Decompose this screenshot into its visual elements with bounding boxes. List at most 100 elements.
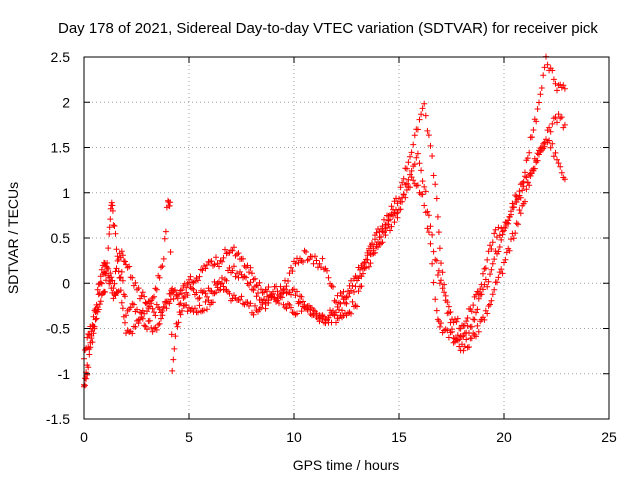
data-point xyxy=(432,296,439,303)
data-point xyxy=(534,150,541,157)
data-point xyxy=(363,259,369,266)
data-point xyxy=(445,309,452,316)
data-point xyxy=(196,302,203,309)
data-point xyxy=(196,273,203,280)
data-point xyxy=(112,230,119,237)
data-point xyxy=(549,120,556,127)
data-point xyxy=(513,199,520,205)
data-point xyxy=(119,305,126,312)
data-point xyxy=(526,182,533,189)
data-point xyxy=(480,286,486,293)
data-point xyxy=(134,306,140,313)
data-point xyxy=(324,267,330,274)
data-point xyxy=(226,264,233,271)
data-point xyxy=(109,277,116,284)
data-point xyxy=(410,141,417,148)
data-point xyxy=(480,314,486,321)
data-point xyxy=(142,323,149,330)
data-point xyxy=(192,305,198,312)
data-point xyxy=(118,299,125,306)
data-point xyxy=(167,199,174,206)
data-point xyxy=(195,295,201,302)
data-point xyxy=(436,245,443,252)
data-point xyxy=(537,91,544,98)
data-point xyxy=(473,333,479,340)
data-point xyxy=(198,308,204,315)
data-point xyxy=(90,330,97,337)
data-point xyxy=(145,305,152,311)
data-point xyxy=(502,256,509,263)
data-point xyxy=(149,295,156,301)
data-point xyxy=(516,207,523,213)
data-point xyxy=(394,214,401,221)
data-point xyxy=(141,293,148,300)
x-tick-label: 25 xyxy=(601,429,617,445)
y-tick-label: 0.5 xyxy=(51,230,71,246)
data-point xyxy=(113,246,120,253)
y-tick-label: -1 xyxy=(58,366,71,382)
data-point xyxy=(82,382,88,389)
data-point xyxy=(466,330,472,336)
data-point xyxy=(122,258,128,265)
data-point xyxy=(330,283,336,290)
data-point xyxy=(289,268,296,275)
data-point xyxy=(430,172,437,179)
data-point xyxy=(333,319,339,326)
data-point xyxy=(114,289,121,296)
plot-frame xyxy=(83,56,610,420)
data-point xyxy=(298,308,305,315)
data-point xyxy=(315,314,321,320)
data-point xyxy=(294,288,300,295)
data-point xyxy=(358,283,365,290)
data-point xyxy=(387,227,393,234)
data-point xyxy=(324,316,330,323)
data-point xyxy=(561,121,568,128)
data-point xyxy=(454,315,461,322)
data-point xyxy=(331,311,338,318)
data-point xyxy=(357,283,363,290)
data-point xyxy=(422,112,429,119)
data-point xyxy=(195,309,201,316)
data-point xyxy=(452,316,458,323)
data-point xyxy=(97,273,104,280)
data-point xyxy=(231,263,237,270)
data-point xyxy=(276,300,282,307)
data-point xyxy=(436,280,443,287)
data-point xyxy=(160,255,167,262)
data-point xyxy=(427,223,434,230)
data-point xyxy=(427,142,434,149)
data-point xyxy=(158,315,164,322)
data-point xyxy=(96,280,103,287)
data-point xyxy=(496,232,503,239)
data-point xyxy=(484,283,491,290)
data-point xyxy=(250,287,257,294)
data-point xyxy=(508,236,514,243)
data-point xyxy=(226,290,233,297)
data-point xyxy=(95,291,102,298)
data-point xyxy=(220,283,227,290)
data-point xyxy=(107,216,114,223)
data-point xyxy=(534,106,541,112)
data-point xyxy=(292,260,299,267)
data-point xyxy=(397,206,404,213)
data-point xyxy=(546,137,553,144)
data-point xyxy=(250,311,257,318)
data-point xyxy=(522,169,528,176)
data-point xyxy=(333,299,339,306)
data-point xyxy=(153,326,160,333)
data-point xyxy=(152,312,159,319)
data-point xyxy=(425,132,432,139)
data-point xyxy=(129,274,136,281)
data-point xyxy=(168,287,175,294)
data-point xyxy=(114,253,121,260)
data-point xyxy=(459,333,465,340)
data-point xyxy=(103,277,109,284)
data-point xyxy=(138,292,145,299)
data-point xyxy=(298,293,305,300)
data-point xyxy=(171,345,178,352)
data-point xyxy=(527,173,534,179)
data-point xyxy=(474,322,481,329)
data-point xyxy=(418,111,425,118)
data-point xyxy=(177,300,184,307)
data-point xyxy=(167,249,174,255)
